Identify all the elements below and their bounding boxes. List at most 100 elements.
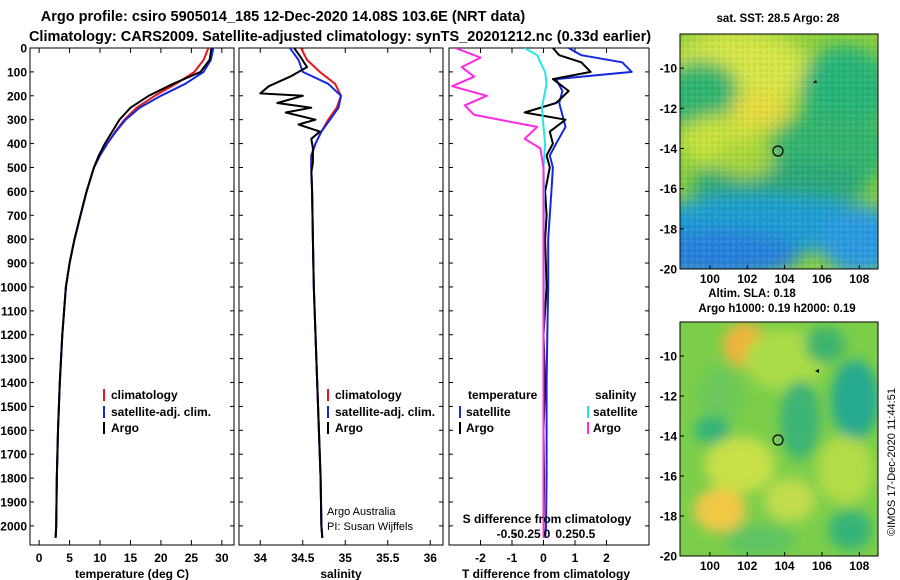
- temperature-satellite-adj-clim--line: [54, 48, 215, 538]
- difference-series-group: [451, 48, 633, 538]
- legend-t-satellite-swatch: [459, 406, 461, 418]
- sst-argo-position-marker: [772, 145, 784, 157]
- imos-footer: ©IMOS 17-Dec-2020 11:44:51: [886, 388, 898, 536]
- map-lon-label: 108: [849, 272, 869, 286]
- salinity-legend: climatology satellite-adj. clim. Argo: [327, 388, 435, 435]
- difference-panel-frame: [448, 47, 650, 546]
- legend-t-satellite-label: satellite: [466, 405, 511, 419]
- legend-s-argo-swatch: [587, 422, 589, 434]
- x-tick-label: 30: [215, 551, 229, 565]
- temperature-climatology-line: [54, 48, 210, 538]
- legend-climatology-swatch: [103, 389, 105, 401]
- x-tick-label: -1: [507, 551, 518, 565]
- s-diff-tick-label: 0.5: [579, 527, 596, 541]
- x-tick-label: 5: [66, 551, 73, 565]
- sla-heatmap: [680, 322, 878, 556]
- figure-title-line1: Argo profile: csiro 5905014_185 12-Dec-2…: [41, 9, 526, 25]
- depth-tick-label: 600: [7, 185, 27, 199]
- x-tick-label: 25: [185, 551, 199, 565]
- x-tick-label: 0: [36, 551, 43, 565]
- map-lat-label: -18: [660, 222, 678, 236]
- axis-ticks: 0100200300400500600700800900100011001200…: [0, 42, 649, 565]
- temperature-argo-line: [54, 48, 213, 538]
- legend-t-argo-swatch: [459, 422, 461, 434]
- depth-tick-label: 500: [7, 161, 27, 175]
- sla-map-subtitle: Argo h1000: 0.19 h2000: 0.19: [698, 303, 855, 315]
- map-lat-label: -14: [660, 430, 678, 444]
- s-difference-title: S difference from climatology: [463, 512, 632, 526]
- x-tick-label: 2: [603, 551, 610, 565]
- depth-tick-label: 1400: [0, 376, 27, 390]
- temperature-legend: climatology satellite-adj. clim. Argo: [103, 388, 211, 435]
- x-tick-label: 1: [572, 551, 579, 565]
- difference-xlabel: T difference from climatology: [462, 567, 630, 580]
- map-lat-label: -10: [660, 350, 678, 364]
- depth-tick-label: 1300: [0, 352, 27, 366]
- legend-climatology-swatch: [327, 389, 329, 401]
- depth-tick-label: 1000: [0, 280, 27, 294]
- legend-satellite-swatch: [103, 406, 105, 418]
- x-tick-label: 34: [254, 551, 268, 565]
- depth-tick-label: 900: [7, 257, 27, 271]
- difference-s-argo-line: [451, 48, 545, 538]
- map-lon-label: 100: [700, 559, 720, 573]
- legend-satellite-label: satellite-adj. clim.: [335, 405, 435, 419]
- x-tick-label: 0: [540, 551, 547, 565]
- map-lat-label: -10: [660, 62, 678, 76]
- s-diff-tick-label: 0.25: [555, 527, 579, 541]
- x-tick-label: -2: [475, 551, 486, 565]
- depth-tick-label: 300: [7, 113, 27, 127]
- map-lon-label: 108: [849, 559, 869, 573]
- s-diff-tick-label: -0.25: [513, 527, 541, 541]
- map-lon-label: 106: [812, 272, 832, 286]
- x-tick-label: 20: [154, 551, 168, 565]
- map-lon-label: 102: [737, 272, 757, 286]
- profile-lines: [54, 48, 633, 538]
- salinity-series-group: [259, 48, 342, 538]
- map-lat-label: -12: [660, 390, 678, 404]
- map-lat-label: -14: [660, 142, 678, 156]
- salinity-argo-line: [259, 48, 324, 538]
- depth-tick-label: 1600: [0, 424, 27, 438]
- figure-title-line2: Climatology: CARS2009. Satellite-adjuste…: [29, 29, 651, 45]
- map-lon-label: 100: [700, 272, 720, 286]
- depth-tick-label: 2000: [0, 519, 27, 533]
- sla-argo-position-marker: [772, 434, 784, 446]
- sla-map-title: Altim. SLA: 0.18: [708, 288, 796, 300]
- sst-heatmap: [680, 34, 878, 269]
- salinity-satellite-adj-clim--line: [289, 48, 342, 538]
- credit-line2: PI: Susan Wijffels: [327, 521, 413, 533]
- x-tick-label: 35: [339, 551, 353, 565]
- legend-satellite-label: satellite-adj. clim.: [111, 405, 211, 419]
- depth-tick-label: 800: [7, 233, 27, 247]
- temperature-series-group: [54, 48, 215, 538]
- legend-climatology-label: climatology: [111, 388, 178, 402]
- depth-tick-label: 100: [7, 65, 27, 79]
- map-lon-label: 104: [775, 272, 795, 286]
- legend-s-satellite-swatch: [587, 406, 589, 418]
- map-lat-label: -20: [660, 263, 678, 277]
- depth-tick-label: 0: [20, 42, 27, 56]
- sst-map-title: sat. SST: 28.5 Argo: 28: [717, 13, 841, 25]
- map-lat-label: -16: [660, 470, 678, 484]
- depth-tick-label: 1200: [0, 328, 27, 342]
- s-difference-ticks: -0.5-0.25 0 0.25 0.5: [497, 527, 596, 541]
- sla-map-frame: [679, 321, 879, 557]
- map-lat-label: -18: [660, 510, 678, 524]
- legend-salinity-header: salinity: [595, 388, 637, 402]
- legend-argo-label: Argo: [111, 421, 139, 435]
- depth-tick-label: 400: [7, 137, 27, 151]
- legend-t-argo-label: Argo: [466, 421, 494, 435]
- map-lon-label: 104: [775, 559, 795, 573]
- x-tick-label: 35.5: [376, 551, 400, 565]
- map-lat-label: -16: [660, 182, 678, 196]
- sla-map-ticks: 100 102 104 106 108 -10 -12 -14 -16 -18 -20: [660, 350, 870, 574]
- s-diff-tick-label: -0.5: [497, 527, 518, 541]
- difference-t-argo-line: [523, 48, 592, 538]
- salinity-panel-frame: [238, 47, 444, 546]
- map-lon-label: 106: [812, 559, 832, 573]
- credit-line1: Argo Australia: [327, 506, 396, 518]
- legend-s-satellite-label: satellite: [593, 405, 638, 419]
- temperature-xlabel: temperature (deg C): [75, 567, 189, 580]
- legend-argo-swatch: [327, 422, 329, 434]
